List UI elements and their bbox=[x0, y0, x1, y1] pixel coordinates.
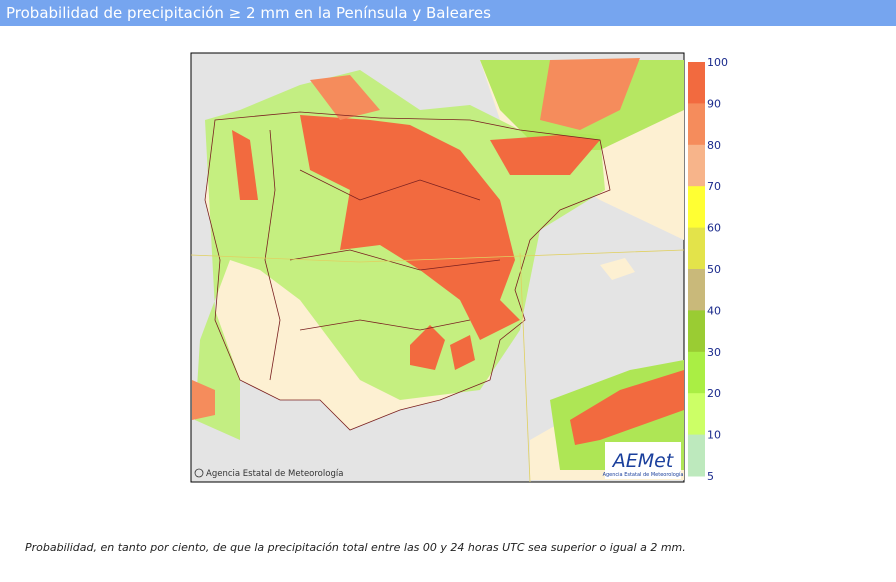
colorbar-label: 100 bbox=[707, 56, 728, 69]
header-title: Probabilidad de precipitación ≥ 2 mm en … bbox=[0, 0, 896, 26]
logo-box bbox=[605, 442, 681, 479]
colorbar-swatch bbox=[688, 393, 705, 436]
colorbar-label: 20 bbox=[707, 387, 721, 400]
colorbar-label: 50 bbox=[707, 263, 721, 276]
colorbar-swatch bbox=[688, 103, 705, 146]
colorbar-label: 40 bbox=[707, 304, 721, 317]
colorbar-label: 80 bbox=[707, 139, 721, 152]
colorbar-label: 60 bbox=[707, 222, 721, 235]
colorbar-swatch bbox=[688, 186, 705, 229]
borders bbox=[204, 111, 611, 431]
colorbar-label: 5 bbox=[707, 470, 714, 483]
grid-lines bbox=[190, 249, 685, 483]
colorbar-swatch bbox=[688, 144, 705, 187]
caption: Probabilidad, en tanto por ciento, de qu… bbox=[25, 541, 686, 554]
probability-field bbox=[192, 58, 684, 470]
colorbar-swatch bbox=[688, 310, 705, 353]
map-panel: Agencia Estatal de Meteorología AEMet Ag… bbox=[190, 52, 728, 483]
colorbar-swatch bbox=[688, 227, 705, 270]
colorbar-swatch bbox=[688, 269, 705, 311]
logo-subtitle: Agencia Estatal de Meteorología bbox=[603, 471, 684, 478]
map-credit: Agencia Estatal de Meteorología bbox=[206, 469, 343, 479]
logo: AEMet bbox=[611, 450, 675, 472]
colorbar-label: 30 bbox=[707, 346, 721, 359]
colorbar-swatch bbox=[688, 434, 705, 477]
colorbar-label: 70 bbox=[707, 180, 721, 193]
colorbar-swatch bbox=[688, 351, 705, 394]
colorbar: 100 90 80 70 60 50 40 30 20 10 5 bbox=[688, 56, 728, 483]
colorbar-label: 90 bbox=[707, 97, 721, 110]
colorbar-label: 10 bbox=[707, 429, 721, 442]
copyright-icon bbox=[194, 468, 204, 478]
colorbar-swatch bbox=[688, 62, 705, 104]
